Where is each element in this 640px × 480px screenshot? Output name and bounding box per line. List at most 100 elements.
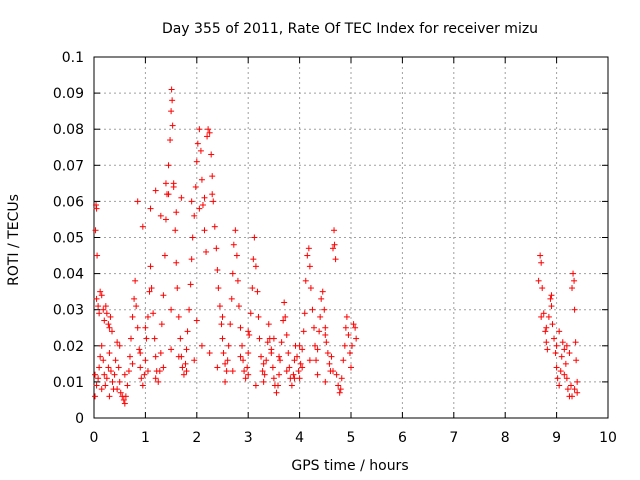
- data-point: [299, 346, 306, 353]
- data-point: [227, 321, 234, 328]
- data-point: [341, 342, 348, 349]
- data-point: [192, 183, 199, 190]
- data-point: [246, 331, 253, 338]
- data-point: [309, 306, 316, 313]
- data-point: [317, 313, 324, 320]
- data-point: [112, 357, 119, 364]
- data-point: [137, 350, 144, 357]
- data-point: [229, 368, 236, 375]
- x-tick-label: 8: [501, 430, 510, 446]
- data-point: [206, 350, 213, 357]
- data-point: [297, 360, 304, 367]
- data-point: [557, 368, 564, 375]
- data-point: [144, 368, 151, 375]
- data-point: [111, 371, 118, 378]
- data-point: [139, 223, 146, 230]
- data-point: [276, 353, 283, 360]
- data-point: [98, 342, 105, 349]
- data-point: [331, 241, 338, 248]
- data-point: [240, 357, 247, 364]
- data-point: [294, 353, 301, 360]
- data-point: [328, 353, 335, 360]
- y-tick-label: 0.07: [53, 158, 84, 174]
- data-point: [543, 324, 550, 331]
- data-point: [333, 371, 340, 378]
- data-point: [277, 357, 284, 364]
- data-point: [162, 216, 169, 223]
- data-point: [152, 187, 159, 194]
- data-point: [198, 342, 205, 349]
- y-tick-label: 0.02: [53, 339, 84, 355]
- data-point: [222, 378, 229, 385]
- data-point: [265, 321, 272, 328]
- data-point: [107, 313, 114, 320]
- data-point: [281, 299, 288, 306]
- data-point: [114, 339, 121, 346]
- data-point: [346, 350, 353, 357]
- data-point: [138, 375, 145, 382]
- data-point: [264, 339, 271, 346]
- data-point: [122, 393, 129, 400]
- data-point: [182, 360, 189, 367]
- data-point: [172, 227, 179, 234]
- data-point: [269, 364, 276, 371]
- data-point: [335, 382, 342, 389]
- data-point: [173, 259, 180, 266]
- grid-lines: [94, 57, 608, 418]
- data-point: [249, 285, 256, 292]
- data-point: [242, 375, 249, 382]
- data-point: [574, 378, 581, 385]
- data-point: [232, 227, 239, 234]
- data-point: [179, 364, 186, 371]
- data-point: [121, 400, 128, 407]
- data-point: [115, 364, 122, 371]
- data-point: [549, 321, 556, 328]
- data-point: [254, 288, 261, 295]
- data-point: [270, 375, 277, 382]
- data-point: [128, 335, 135, 342]
- data-point: [219, 335, 226, 342]
- data-point: [169, 122, 176, 129]
- chart-title: Day 355 of 2011, Rate Of TEC Index for r…: [162, 21, 538, 37]
- data-point: [571, 306, 578, 313]
- data-point: [299, 364, 306, 371]
- y-tick-label: 0.06: [53, 194, 84, 210]
- data-point: [261, 371, 268, 378]
- data-point: [563, 375, 570, 382]
- y-tick-label: 0.04: [53, 267, 84, 283]
- data-point: [316, 328, 323, 335]
- data-point: [198, 176, 205, 183]
- data-point: [107, 368, 114, 375]
- data-point: [251, 234, 258, 241]
- data-point: [539, 285, 546, 292]
- y-tick-label: 0.08: [53, 122, 84, 138]
- data-point: [229, 270, 236, 277]
- data-point: [310, 324, 317, 331]
- data-point: [170, 183, 177, 190]
- x-tick-label: 5: [347, 430, 356, 446]
- x-tick-label: 9: [552, 430, 561, 446]
- data-point: [165, 162, 172, 169]
- y-tick-label: 0.03: [53, 303, 84, 319]
- data-point: [152, 353, 159, 360]
- data-point: [194, 140, 201, 147]
- data-point: [142, 324, 149, 331]
- data-point: [306, 357, 313, 364]
- data-point: [300, 328, 307, 335]
- data-point: [540, 310, 547, 317]
- data-point: [538, 259, 545, 266]
- x-tick-label: 4: [295, 430, 304, 446]
- data-point: [247, 310, 254, 317]
- data-point: [258, 353, 265, 360]
- data-point: [201, 194, 208, 201]
- y-tick-label: 0.1: [62, 50, 84, 66]
- data-point: [106, 324, 113, 331]
- data-point: [548, 292, 555, 299]
- data-point: [322, 324, 329, 331]
- data-point: [174, 285, 181, 292]
- data-point: [139, 382, 146, 389]
- data-point: [572, 339, 579, 346]
- data-point: [215, 285, 222, 292]
- data-point: [245, 371, 252, 378]
- data-point: [564, 386, 571, 393]
